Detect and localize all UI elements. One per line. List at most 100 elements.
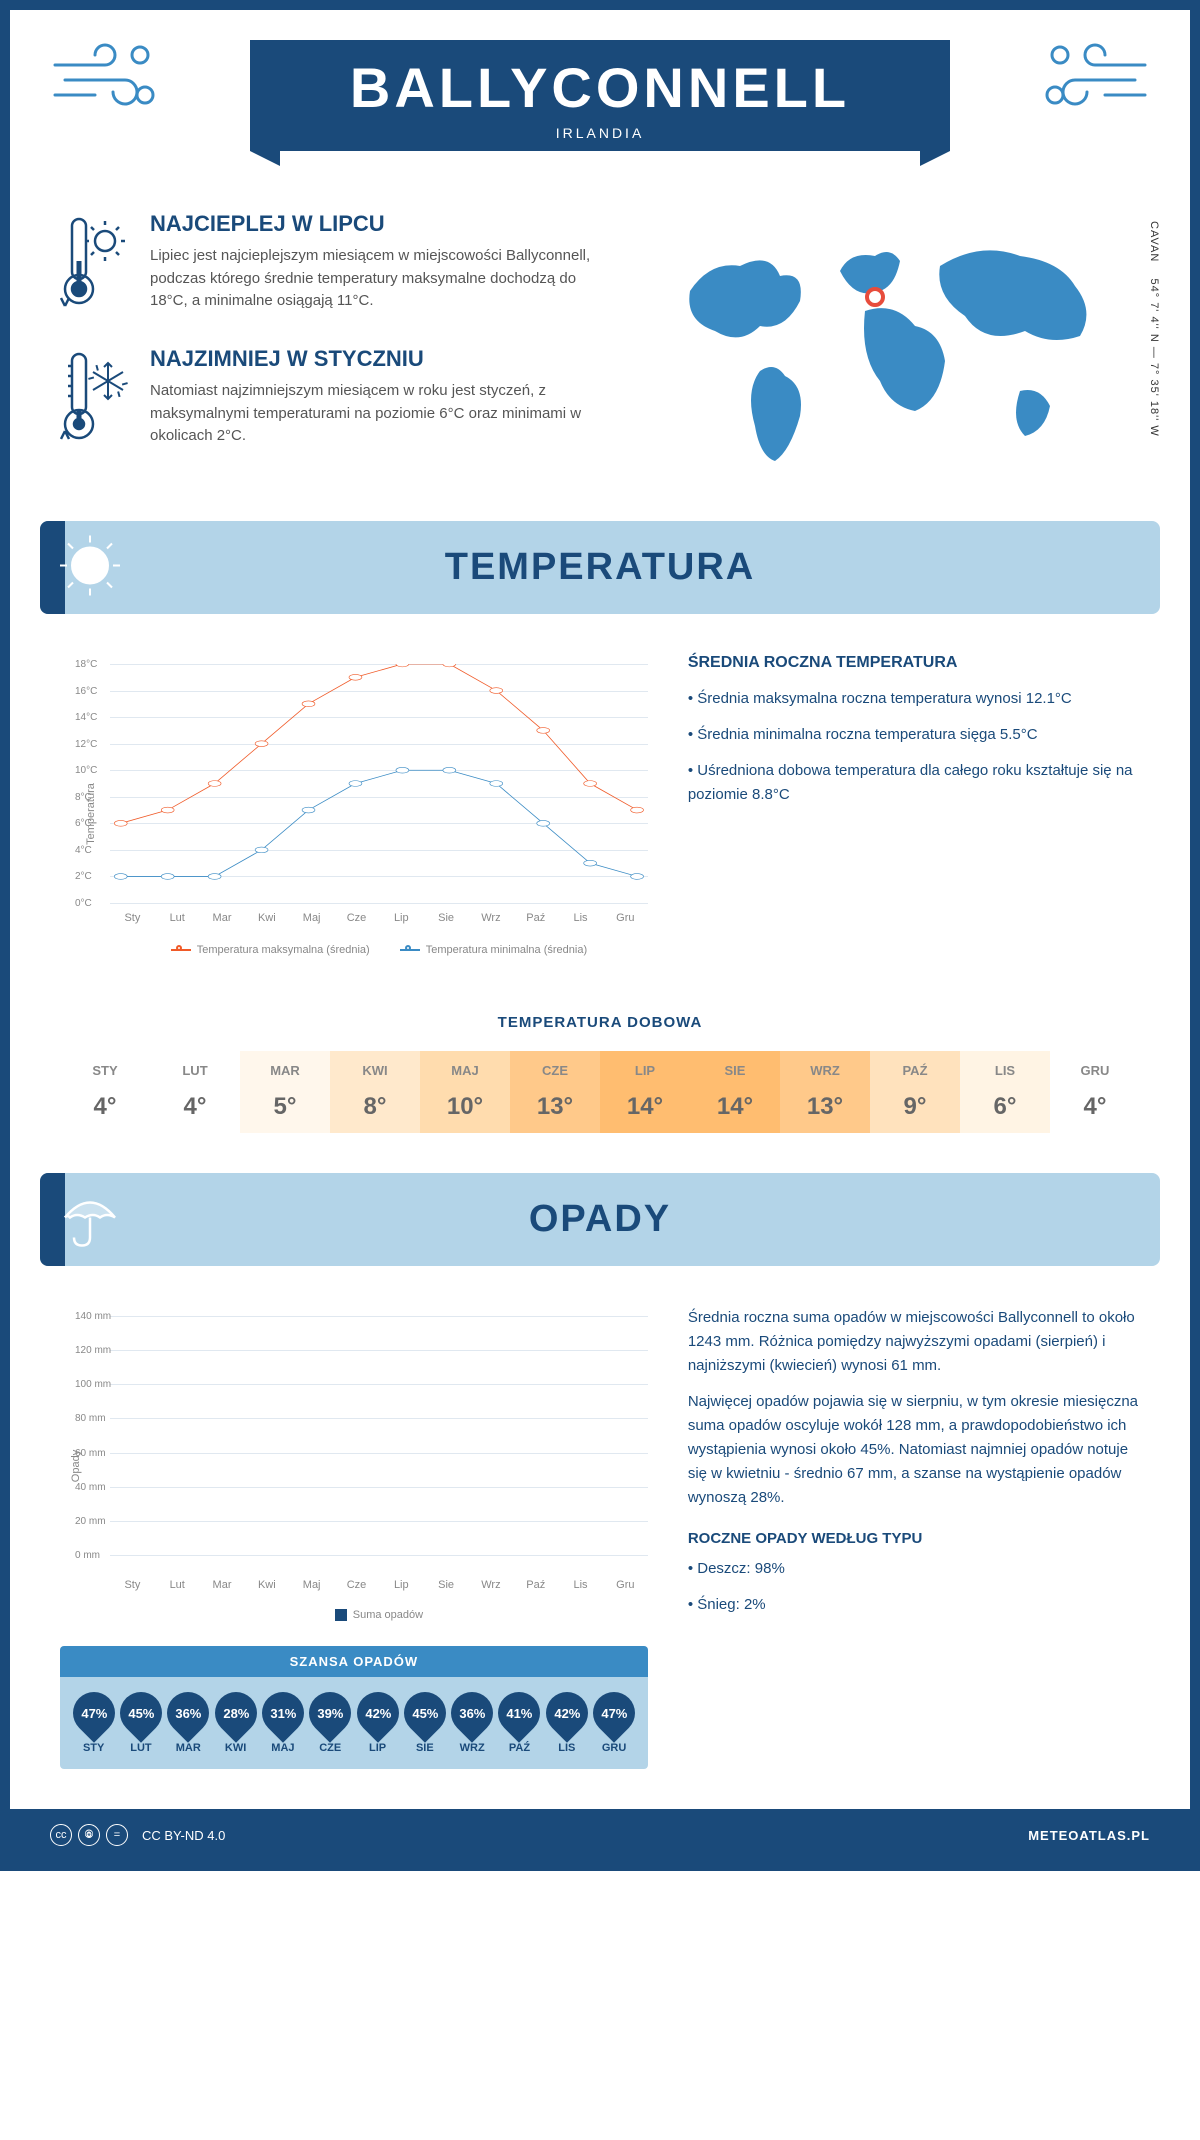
- rain-chance-item: 45%SIE: [401, 1692, 448, 1754]
- temp-month: PAŹ: [870, 1063, 960, 1078]
- summary-item: • Średnia maksymalna roczna temperatura …: [688, 687, 1140, 711]
- raindrop-icon: 39%: [301, 1683, 360, 1742]
- rain-chance-item: 39%CZE: [307, 1692, 354, 1754]
- by-icon: 🞋: [78, 1824, 100, 1846]
- raindrop-icon: 42%: [537, 1683, 596, 1742]
- precip-text-1: Średnia roczna suma opadów w miejscowośc…: [688, 1306, 1140, 1378]
- temp-value: 13°: [510, 1093, 600, 1121]
- precipitation-title: OPADY: [40, 1198, 1160, 1241]
- temp-col: SIE14°: [690, 1051, 780, 1133]
- wind-icon-left: [50, 40, 160, 115]
- temp-col: MAJ 10°: [420, 1051, 510, 1133]
- sun-icon: [55, 530, 125, 605]
- legend-item: Temperatura minimalna (średnia): [400, 944, 587, 956]
- rain-month: LIS: [543, 1742, 590, 1754]
- temp-col: LIP14°: [600, 1051, 690, 1133]
- rain-month: LIP: [354, 1742, 401, 1754]
- temp-value: 4°: [60, 1093, 150, 1121]
- rain-chance-item: 42%LIP: [354, 1692, 401, 1754]
- raindrop-icon: 45%: [111, 1683, 170, 1742]
- site-name: METEOATLAS.PL: [1028, 1828, 1150, 1843]
- rain-chance-panel: SZANSA OPADÓW 47%STY45%LUT36%MAR28%KWI31…: [60, 1646, 648, 1769]
- rain-chance-item: 42%LIS: [543, 1692, 590, 1754]
- temp-month: STY: [60, 1063, 150, 1078]
- coldest-title: NAJZIMNIEJ W STYCZNIU: [150, 346, 610, 372]
- rain-month: GRU: [590, 1742, 637, 1754]
- x-label: Gru: [603, 1579, 648, 1591]
- temp-month: CZE: [510, 1063, 600, 1078]
- temp-col: LIS6°: [960, 1051, 1050, 1133]
- coldest-block: NAJZIMNIEJ W STYCZNIU Natomiast najzimni…: [60, 346, 610, 451]
- temp-col: PAŹ9°: [870, 1051, 960, 1133]
- footer: cc 🞋 = CC BY-ND 4.0 METEOATLAS.PL: [10, 1809, 1190, 1861]
- precipitation-bar-chart: Opady 0 mm20 mm40 mm60 mm80 mm100 mm120 …: [60, 1306, 648, 1626]
- x-label: Lut: [155, 1579, 200, 1591]
- temp-month: GRU: [1050, 1063, 1140, 1078]
- raindrop-icon: 36%: [159, 1683, 218, 1742]
- rain-chance-title: SZANSA OPADÓW: [60, 1646, 648, 1677]
- raindrop-icon: 42%: [348, 1683, 407, 1742]
- raindrop-icon: 31%: [253, 1683, 312, 1742]
- title-ribbon: BALLYCONNELL IRLANDIA: [250, 40, 950, 151]
- temp-month: LUT: [150, 1063, 240, 1078]
- rain-chance-item: 41%PAŹ: [496, 1692, 543, 1754]
- x-label: Lut: [155, 912, 200, 924]
- temperature-summary: ŚREDNIA ROCZNA TEMPERATURA • Średnia mak…: [688, 654, 1140, 974]
- temp-value: 4°: [1050, 1093, 1140, 1121]
- license-text: CC BY-ND 4.0: [142, 1828, 225, 1843]
- x-label: Wrz: [469, 1579, 514, 1591]
- raindrop-icon: 47%: [64, 1683, 123, 1742]
- rain-chance-item: 47%STY: [70, 1692, 117, 1754]
- rain-month: CZE: [307, 1742, 354, 1754]
- temperature-chart-row: Temperatura 0°C2°C4°C6°C8°C10°C12°C14°C1…: [10, 654, 1190, 1014]
- precip-type-title: ROCZNE OPADY WEDŁUG TYPU: [688, 1530, 1140, 1547]
- x-label: Lis: [558, 1579, 603, 1591]
- x-label: Sie: [424, 912, 469, 924]
- x-label: Kwi: [244, 912, 289, 924]
- license-block: cc 🞋 = CC BY-ND 4.0: [50, 1824, 225, 1846]
- temperature-line-chart: Temperatura 0°C2°C4°C6°C8°C10°C12°C14°C1…: [60, 654, 648, 974]
- coordinates: CAVAN 54° 7' 4'' N — 7° 35' 18'' W: [1148, 221, 1160, 437]
- rain-month: LUT: [117, 1742, 164, 1754]
- info-section: NAJCIEPLEJ W LIPCU Lipiec jest najcieple…: [10, 191, 1190, 521]
- precip-type-item: • Deszcz: 98%: [688, 1557, 1140, 1581]
- temp-value: 10°: [420, 1093, 510, 1121]
- raindrop-icon: 47%: [584, 1683, 643, 1742]
- temp-col: CZE 13°: [510, 1051, 600, 1133]
- x-label: Kwi: [244, 1579, 289, 1591]
- thermometer-hot-icon: [60, 211, 130, 316]
- precip-legend: Suma opadów: [335, 1609, 423, 1621]
- x-label: Sty: [110, 1579, 155, 1591]
- rain-chance-item: 36%MAR: [165, 1692, 212, 1754]
- rain-month: STY: [70, 1742, 117, 1754]
- temp-value: 5°: [240, 1093, 330, 1121]
- grid-line: 140 mm: [110, 1316, 648, 1317]
- temp-month: WRZ: [780, 1063, 870, 1078]
- city-title: BALLYCONNELL: [350, 55, 850, 120]
- raindrop-icon: 28%: [206, 1683, 265, 1742]
- temp-month: SIE: [690, 1063, 780, 1078]
- x-label: Cze: [334, 912, 379, 924]
- temp-month: MAJ: [420, 1063, 510, 1078]
- nd-icon: =: [106, 1824, 128, 1846]
- wind-icon-right: [1040, 40, 1150, 115]
- x-label: Mar: [200, 1579, 245, 1591]
- temp-value: 4°: [150, 1093, 240, 1121]
- raindrop-icon: 36%: [442, 1683, 501, 1742]
- rain-chance-item: 31%MAJ: [259, 1692, 306, 1754]
- country-subtitle: IRLANDIA: [350, 125, 850, 141]
- rain-chance-item: 47%GRU: [590, 1692, 637, 1754]
- location-marker: [865, 287, 885, 307]
- raindrop-icon: 41%: [490, 1683, 549, 1742]
- umbrella-icon: [55, 1182, 125, 1257]
- x-label: Cze: [334, 1579, 379, 1591]
- temp-value: 14°: [600, 1093, 690, 1121]
- temp-month: MAR: [240, 1063, 330, 1078]
- x-label: Sie: [424, 1579, 469, 1591]
- rain-chance-item: 28%KWI: [212, 1692, 259, 1754]
- temp-col: WRZ13°: [780, 1051, 870, 1133]
- warmest-text: Lipiec jest najcieplejszym miesiącem w m…: [150, 245, 610, 313]
- temperature-section-banner: TEMPERATURA: [40, 521, 1160, 614]
- x-label: Wrz: [469, 912, 514, 924]
- temp-col: GRU 4°: [1050, 1051, 1140, 1133]
